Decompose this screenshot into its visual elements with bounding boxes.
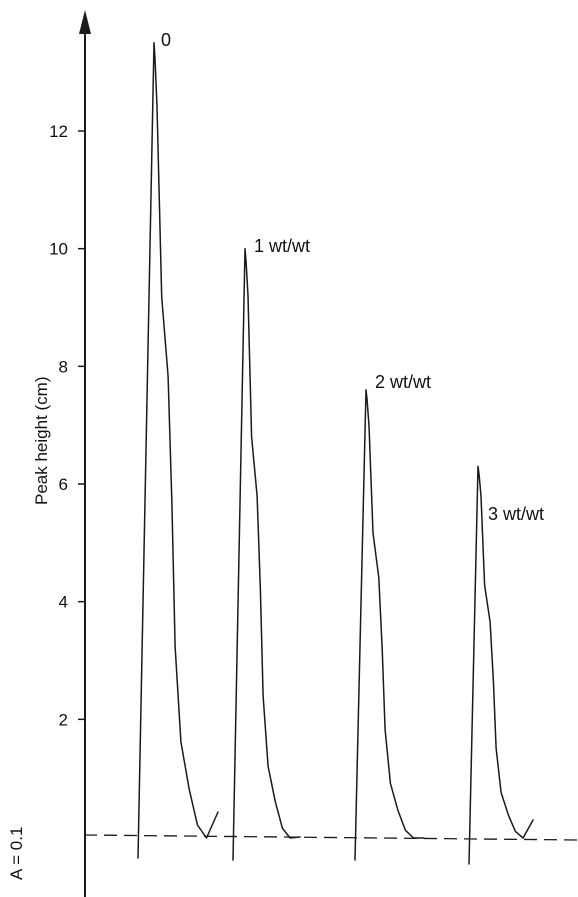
peak-label-1: 0 <box>161 30 171 50</box>
baseline-dashed-line <box>83 834 578 841</box>
y-tick-label-8: 8 <box>59 357 68 376</box>
y-tick-label-12: 12 <box>49 122 68 141</box>
baseline-label: A = 0.1 <box>7 827 26 880</box>
y-tick-label-2: 2 <box>59 710 68 729</box>
y-tick-label-10: 10 <box>49 240 68 259</box>
y-axis-arrow <box>79 10 91 34</box>
y-tick-label-6: 6 <box>59 475 68 494</box>
peak-label-3: 2 wt/wt <box>375 372 431 392</box>
peak-label-4: 3 wt/wt <box>488 504 544 524</box>
peak-label-2: 1 wt/wt <box>254 236 310 256</box>
y-axis-title: Peak height (cm) <box>32 377 51 506</box>
peak-labels: 0 1 wt/wt 2 wt/wt 3 wt/wt <box>161 30 544 524</box>
y-tick-label-4: 4 <box>59 593 68 612</box>
peak-traces <box>137 42 534 865</box>
peak-trace-2 <box>232 247 301 861</box>
peak-trace-3 <box>354 389 425 861</box>
y-ticks: 2 4 6 8 10 12 <box>49 122 85 729</box>
peak-trace-4 <box>468 465 534 865</box>
peak-trace-1 <box>137 42 219 859</box>
